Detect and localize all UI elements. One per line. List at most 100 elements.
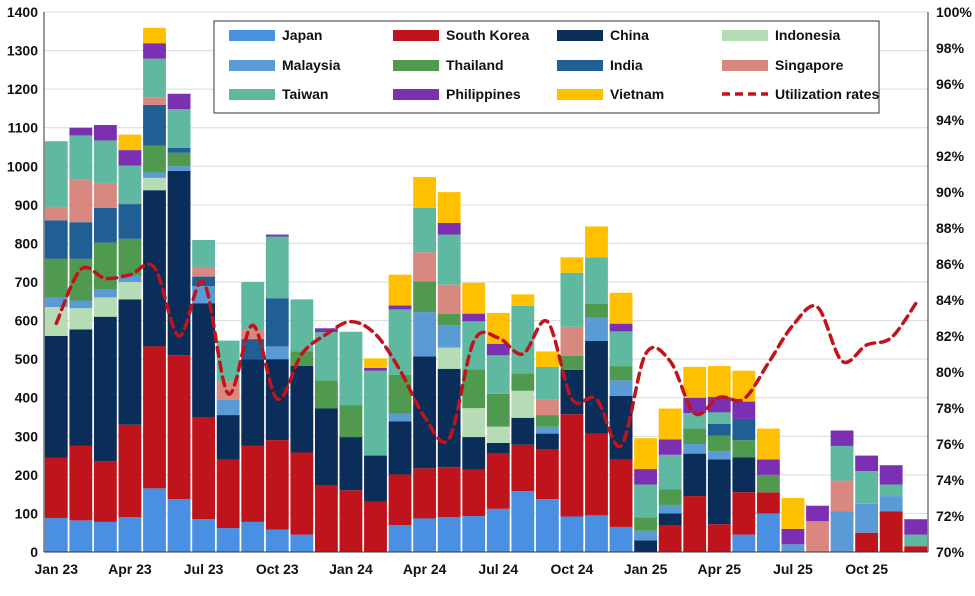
bar-south-korea — [756, 492, 780, 514]
bar-singapore — [143, 97, 166, 105]
y2-tick-label: 88% — [936, 220, 965, 236]
bar-thailand — [609, 366, 633, 381]
bar-taiwan — [93, 140, 117, 183]
y-tick-label: 300 — [15, 428, 39, 444]
bar-taiwan — [69, 135, 93, 180]
bar-thailand — [486, 393, 510, 427]
bar-thailand — [69, 258, 93, 301]
bar-singapore — [93, 182, 117, 208]
bar-taiwan — [707, 412, 731, 424]
bar-india — [241, 339, 265, 360]
legend-swatch-singapore — [722, 60, 768, 71]
bar-japan — [535, 499, 559, 552]
x-tick-label: Jul 23 — [184, 561, 224, 577]
bar-japan — [609, 526, 633, 552]
bar-china — [609, 395, 633, 460]
bar-taiwan — [339, 331, 363, 406]
bar-china — [339, 437, 363, 491]
bar-vietnam — [462, 282, 486, 314]
x-tick-label: Apr 24 — [403, 561, 447, 577]
bar-south-korea — [609, 459, 633, 527]
bar-japan — [192, 519, 216, 552]
bar-thailand — [732, 440, 756, 458]
bar-japan — [241, 521, 265, 552]
bar-philippines — [388, 305, 412, 310]
bar-malaysia — [265, 346, 289, 360]
bar-vietnam — [585, 226, 608, 258]
bar-thailand — [437, 313, 461, 326]
bar-philippines — [756, 459, 780, 475]
legend-label-japan: Japan — [282, 27, 322, 43]
bar-south-korea — [143, 346, 166, 489]
bar-china — [732, 457, 756, 493]
bar-south-korea — [732, 492, 756, 535]
bar-philippines — [904, 519, 928, 535]
bar-vietnam — [658, 408, 682, 440]
bar-south-korea — [585, 433, 608, 516]
legend-swatch-indonesia — [722, 30, 768, 41]
bar-thailand — [462, 369, 486, 409]
bar-china — [413, 356, 437, 469]
bar-malaysia — [683, 444, 707, 454]
bar-taiwan — [585, 257, 608, 304]
bar-vietnam — [756, 428, 780, 460]
legend-swatch-philippines — [393, 89, 439, 100]
bar-philippines — [855, 455, 879, 471]
bar-south-korea — [314, 485, 338, 552]
bar-south-korea — [265, 440, 289, 530]
bar-philippines — [732, 401, 756, 419]
bar-china — [535, 433, 559, 450]
bar-philippines — [143, 43, 166, 59]
y-tick-label: 900 — [15, 197, 39, 213]
bar-philippines — [486, 343, 510, 356]
legend-label-india: India — [610, 57, 643, 73]
bar-indonesia — [93, 297, 117, 317]
y-tick-label: 0 — [30, 544, 38, 560]
bar-philippines — [364, 368, 387, 371]
bar-south-korea — [192, 417, 216, 520]
bar-china — [634, 540, 658, 552]
bar-south-korea — [69, 445, 93, 521]
bar-india — [118, 204, 142, 239]
bar-japan — [388, 525, 412, 552]
legend-swatch-japan — [229, 30, 275, 41]
bar-vietnam — [388, 274, 412, 306]
legend-swatch-china — [557, 30, 603, 41]
bar-vietnam — [364, 358, 387, 369]
bar-china — [314, 408, 338, 486]
bar-india — [732, 418, 756, 441]
bar-thailand — [756, 474, 780, 493]
bar-japan — [756, 513, 780, 552]
bar-china — [118, 299, 142, 425]
bar-malaysia — [585, 317, 608, 342]
bar-south-korea — [658, 525, 682, 552]
bar-malaysia — [167, 166, 191, 171]
bar-china — [683, 453, 707, 497]
bar-thailand — [511, 373, 535, 391]
bar-china — [241, 359, 265, 446]
bar-thailand — [388, 374, 412, 414]
bar-south-korea — [486, 453, 510, 509]
bar-indonesia — [486, 426, 510, 443]
bar-singapore — [69, 179, 93, 223]
bar-taiwan — [560, 272, 584, 327]
bar-philippines — [265, 234, 289, 237]
bar-singapore — [192, 266, 216, 277]
bar-japan — [69, 520, 93, 552]
x-tick-label: Oct 24 — [551, 561, 594, 577]
line-utilization-rates — [54, 262, 918, 449]
bar-philippines — [69, 127, 93, 136]
legend-box — [213, 20, 880, 114]
bar-thailand — [339, 405, 363, 438]
y-tick-label: 1300 — [7, 43, 38, 59]
bar-south-korea — [462, 469, 486, 517]
line-layer — [54, 262, 918, 449]
bar-japan — [93, 521, 117, 552]
bar-china — [388, 421, 412, 475]
bar-south-korea — [560, 414, 584, 517]
bar-thailand — [560, 355, 584, 370]
bar-singapore — [535, 399, 559, 416]
axes-layer: 0 100 200 300 400 500 600 700 800 900 1000 1100 1200… — [7, 4, 973, 577]
bar-vietnam — [560, 257, 584, 273]
